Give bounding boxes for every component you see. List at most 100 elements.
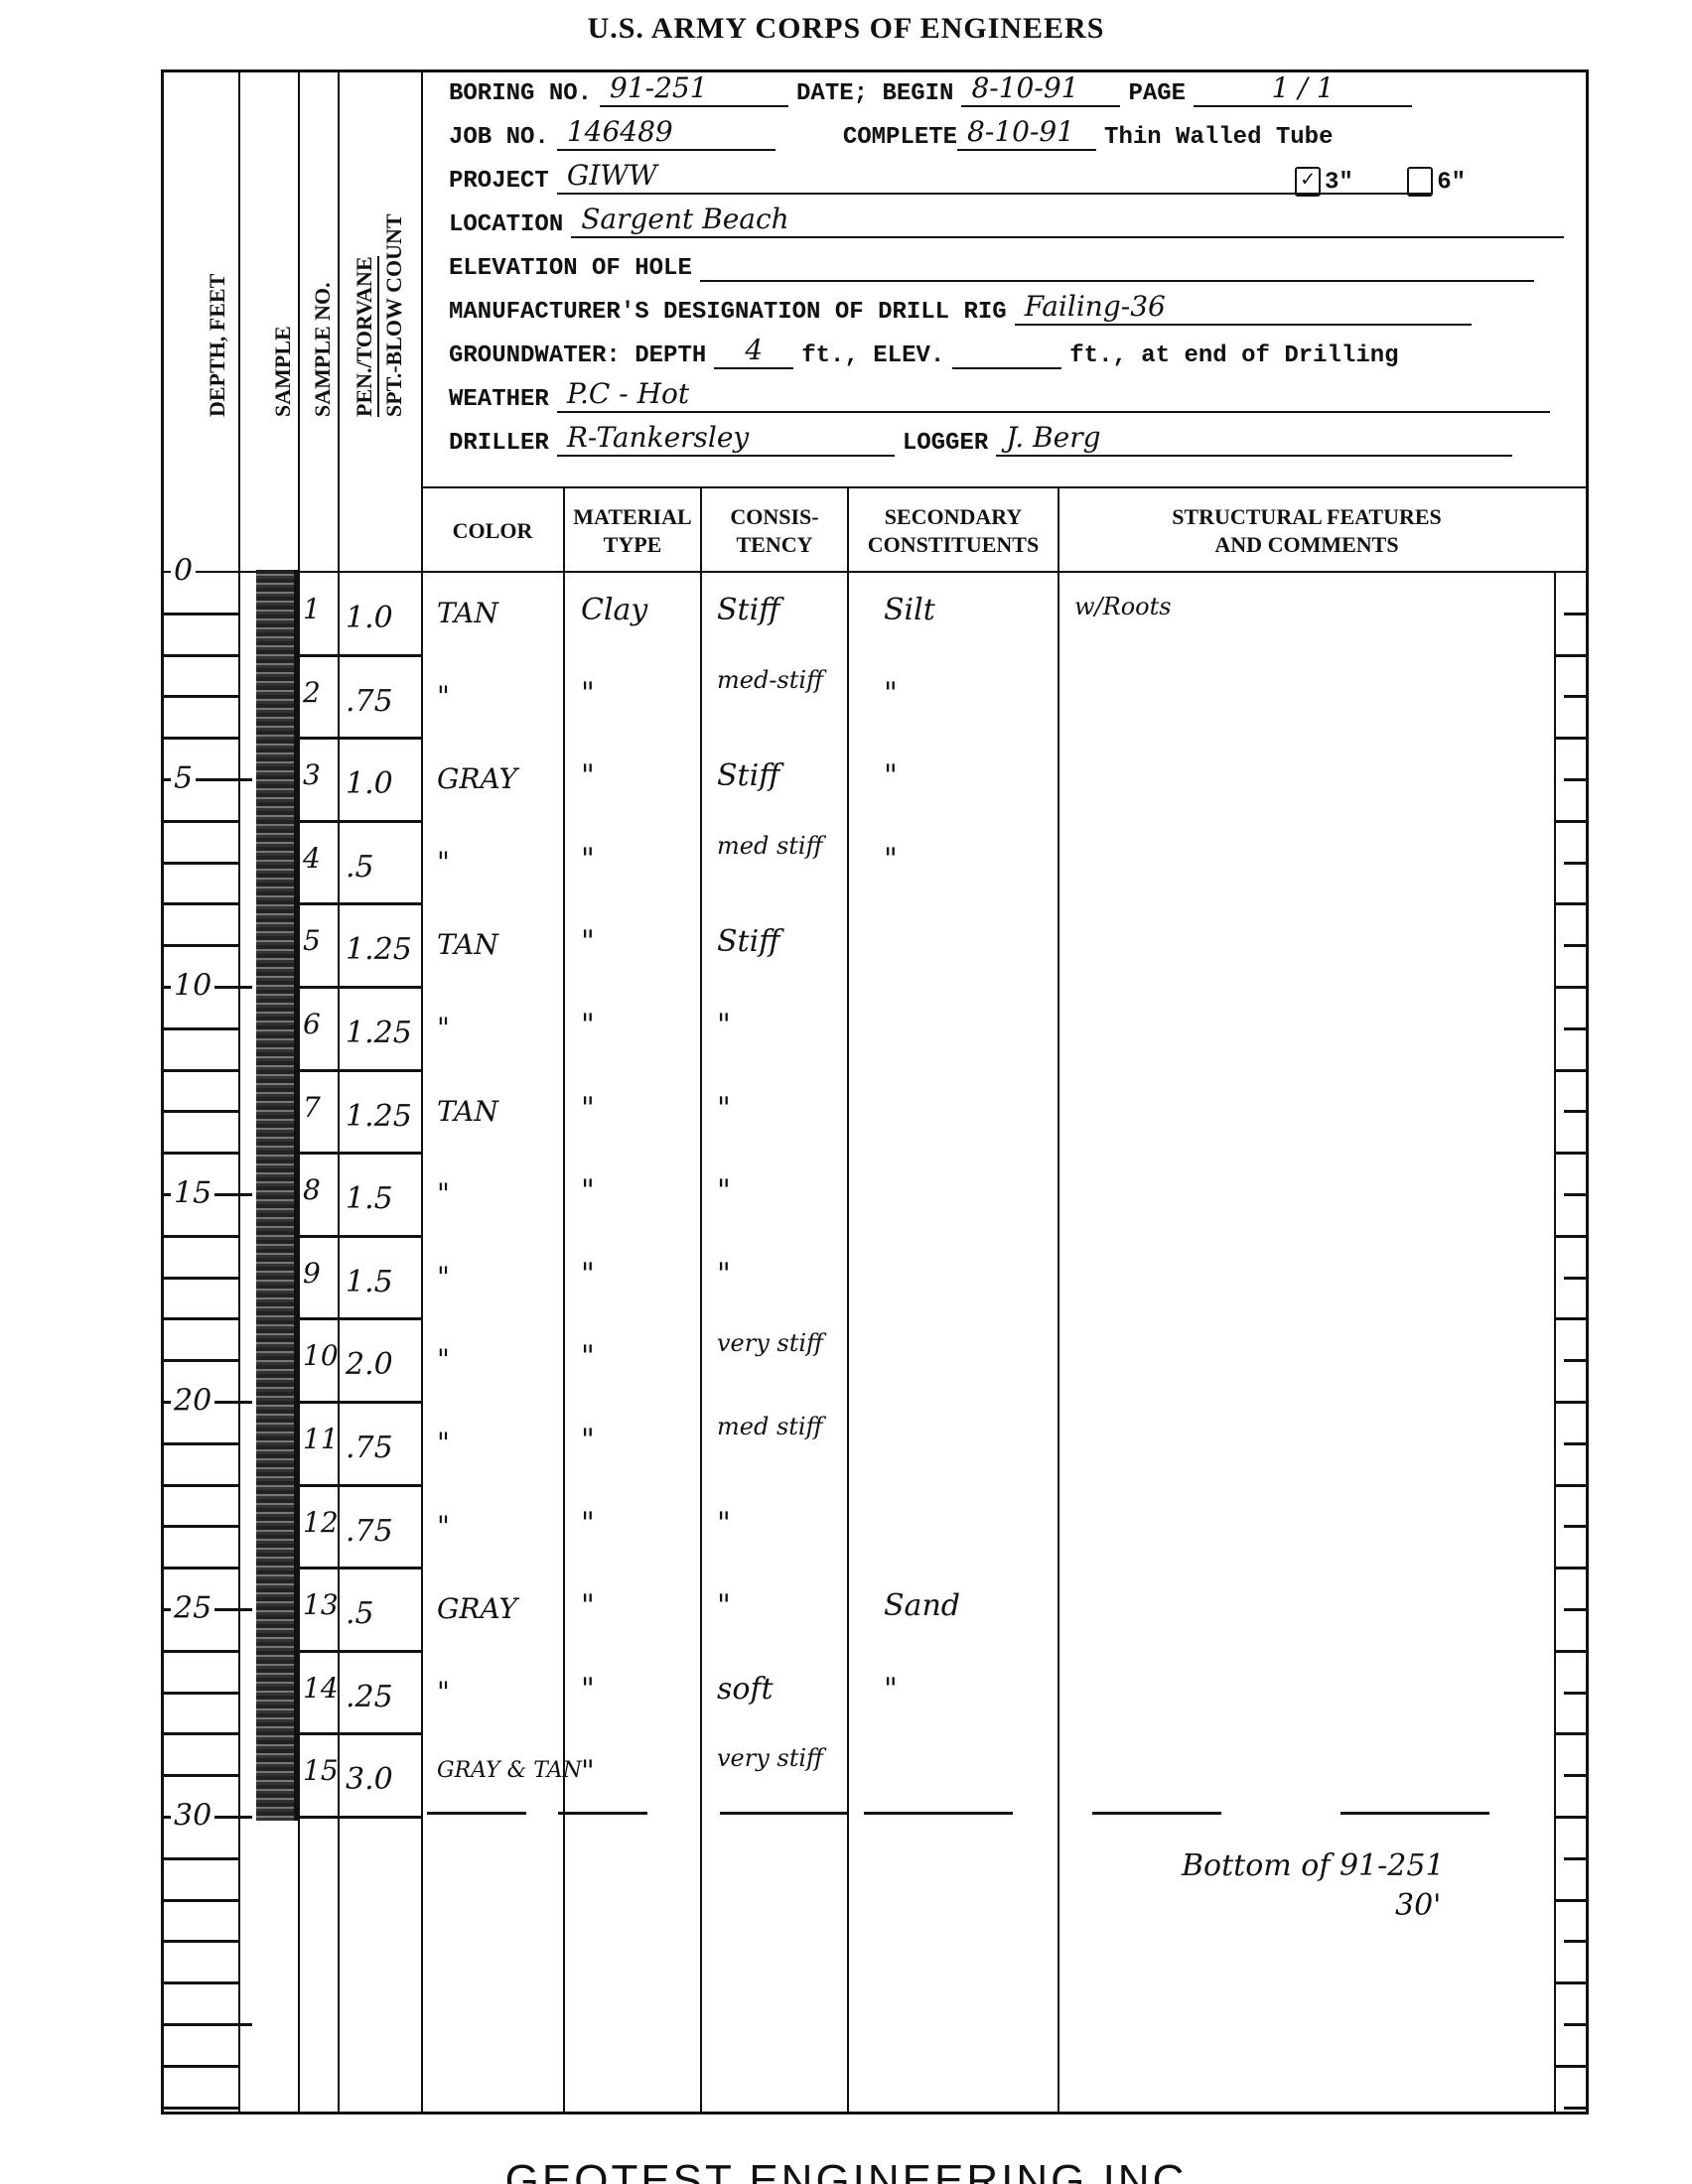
header-row-boring: BORING NO. 91-251 DATE; BEGIN 8-10-91 PA… — [449, 71, 1420, 107]
depth-tick — [163, 2023, 252, 2026]
material-value: " — [581, 1754, 595, 1790]
scale-tick — [1564, 1940, 1586, 1944]
consistency-value: soft — [717, 1671, 774, 1706]
scale-tick — [1564, 1774, 1586, 1778]
rig-field[interactable]: Failing-36 — [1014, 290, 1472, 326]
header-row-rig: MANUFACTURER'S DESIGNATION OF DRILL RIG … — [449, 290, 1480, 326]
sample-row-divider — [298, 1732, 421, 1736]
scale-tick — [1554, 1981, 1589, 1985]
header-row-project: PROJECT GIWW — [449, 159, 1439, 195]
scale-tick — [1564, 1193, 1586, 1196]
scale-tick — [1554, 1732, 1589, 1736]
depth-tick — [163, 1276, 238, 1280]
scale-tick — [1564, 778, 1586, 781]
header-row-job: JOB NO. 146489 COMPLETE 8-10-91 Thin Wal… — [449, 115, 1333, 151]
sample-row-divider — [298, 1816, 421, 1819]
elevation-label: ELEVATION OF HOLE — [449, 255, 692, 282]
divider — [847, 486, 849, 2115]
driller-label: DRILLER — [449, 430, 549, 457]
material-value: " — [581, 841, 595, 877]
page-label: PAGE — [1128, 80, 1187, 107]
consistency-value: " — [717, 1008, 731, 1042]
elevation-field[interactable] — [699, 246, 1534, 282]
pen-value: 1.25 — [346, 1098, 412, 1134]
depth-tick — [163, 1152, 238, 1156]
scale-tick — [1554, 902, 1589, 906]
consistency-value: very stiff — [717, 1329, 824, 1358]
location-field[interactable]: Sargent Beach — [571, 203, 1565, 238]
sample-no: 14 — [303, 1671, 339, 1705]
divider — [1058, 486, 1059, 2115]
location-label: LOCATION — [449, 211, 564, 238]
material-value: " — [581, 1505, 595, 1541]
boring-no-field[interactable]: 91-251 — [600, 71, 789, 107]
consistency-value: med-stiff — [717, 665, 824, 694]
job-no-label: JOB NO. — [449, 124, 549, 151]
secondary-header-line2: CONSTITUENTS — [867, 532, 1040, 557]
divider — [238, 69, 240, 2115]
material-value: " — [581, 1671, 595, 1706]
page-field[interactable]: 1 / 1 — [1194, 71, 1413, 107]
color-value: " — [437, 679, 450, 713]
logger-field[interactable]: J. Berg — [996, 421, 1513, 457]
consistency-value: " — [717, 1505, 731, 1541]
sample-no: 1 — [303, 593, 321, 625]
sample-row-divider — [298, 819, 421, 823]
sample-row-divider — [298, 1234, 421, 1238]
tube-6-checkbox[interactable] — [1407, 167, 1434, 197]
material-value: " — [581, 1423, 595, 1457]
scale-tick — [1564, 1856, 1586, 1860]
depth-tick — [163, 1441, 238, 1445]
driller-field[interactable]: R-Tankersley — [556, 421, 895, 457]
thin-walled-tube-label: Thin Walled Tube — [1104, 124, 1334, 151]
depth-tick — [163, 1026, 238, 1030]
scale-tick — [1564, 2106, 1586, 2110]
sample-row-divider — [298, 1567, 421, 1570]
end-of-boring-line — [427, 1812, 526, 1815]
sample-no: 7 — [303, 1090, 321, 1124]
groundwater-depth-field[interactable]: 4 — [714, 334, 794, 369]
divider — [421, 69, 423, 2115]
scale-tick — [1564, 1608, 1586, 1611]
scale-tick — [1554, 653, 1589, 657]
date-begin-field[interactable]: 8-10-91 — [961, 71, 1121, 107]
scale-tick — [1564, 1359, 1586, 1363]
depth-label: 10 — [171, 968, 215, 1004]
depth-tick — [163, 1483, 238, 1487]
tube-3-checkbox[interactable]: ✓ — [1295, 167, 1321, 197]
sample-row-divider — [298, 1152, 421, 1156]
color-header-text: COLOR — [452, 518, 533, 543]
material-value: " — [581, 1090, 595, 1126]
structural-column-header: STRUCTURAL FEATURES AND COMMENTS — [1059, 491, 1554, 571]
project-field[interactable]: GIWW — [556, 159, 1431, 195]
pen-value: 1.0 — [346, 766, 393, 802]
rig-label: MANUFACTURER'S DESIGNATION OF DRILL RIG — [449, 299, 1007, 326]
pen-value: 1.25 — [346, 932, 412, 968]
groundwater-end-label: ft., at end of Drilling — [1069, 342, 1399, 369]
scale-tick — [1564, 695, 1586, 699]
job-no-field[interactable]: 146489 — [556, 115, 776, 151]
depth-tick — [163, 1940, 238, 1944]
depth-tick — [163, 2064, 238, 2068]
divider — [338, 69, 340, 2115]
header-row-driller: DRILLER R-Tankersley LOGGER J. Berg — [449, 421, 1520, 457]
structural-header-line1: STRUCTURAL FEATURES — [1172, 504, 1442, 529]
complete-field[interactable]: 8-10-91 — [957, 115, 1097, 151]
depth-tick — [163, 778, 252, 781]
depth-label: 15 — [171, 1175, 215, 1211]
color-value: " — [437, 1343, 450, 1377]
end-of-boring-line — [720, 1812, 849, 1815]
depth-label: 20 — [171, 1383, 215, 1419]
weather-field[interactable]: P.C - Hot — [556, 377, 1550, 413]
sample-row-divider — [298, 1317, 421, 1321]
depth-tick — [163, 1981, 238, 1985]
groundwater-elev-field[interactable] — [952, 334, 1062, 369]
pen-value: .75 — [346, 1431, 393, 1465]
depth-tick — [163, 1234, 238, 1238]
scale-tick — [1554, 1068, 1589, 1072]
sample-row-divider — [298, 1068, 421, 1072]
pen-value: 1.5 — [346, 1181, 393, 1217]
scale-tick — [1554, 819, 1589, 823]
footer-company: GEOTEST ENGINEERING INC — [504, 2156, 1188, 2184]
consistency-value: " — [717, 1173, 731, 1209]
